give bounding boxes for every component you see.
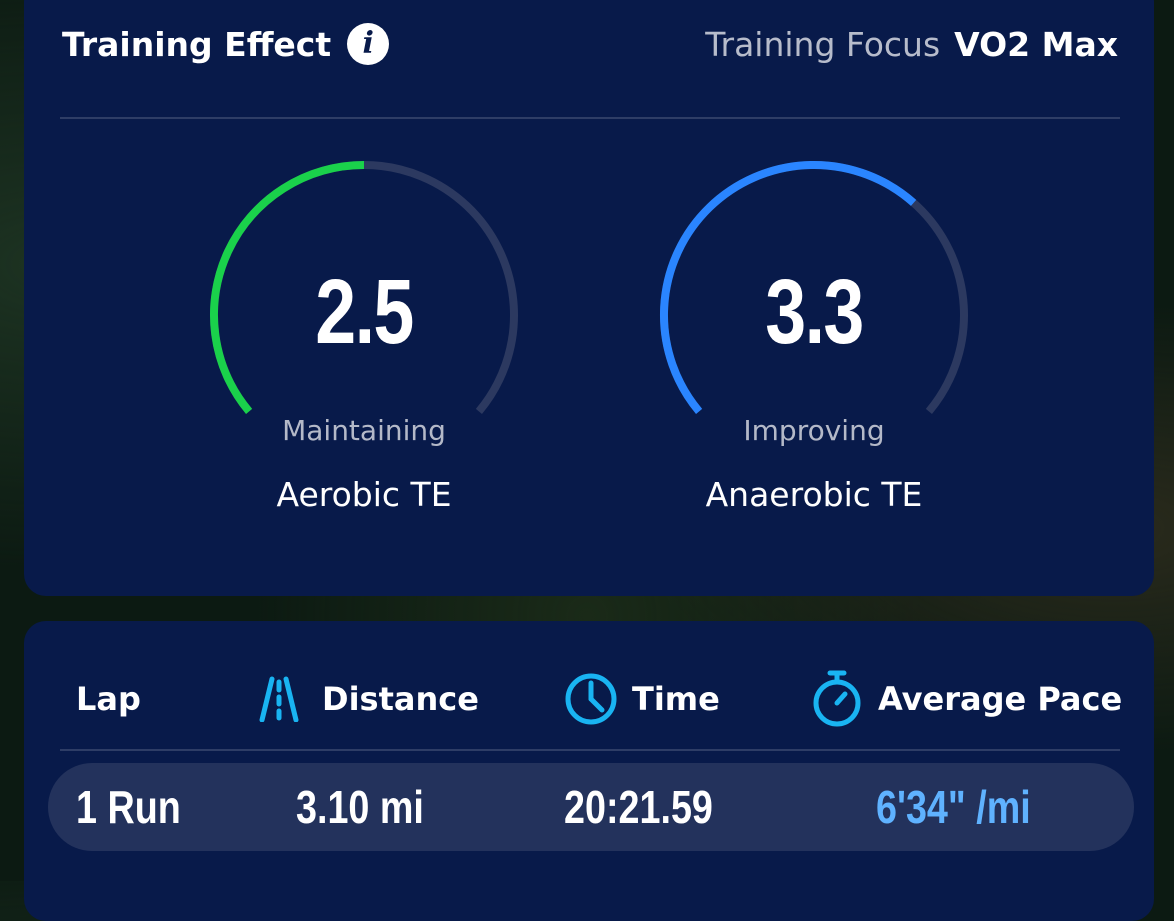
column-header-average-pace-label: Average Pace — [878, 680, 1123, 718]
lap-cell: 1 Run — [76, 781, 181, 833]
training-effect-card: Training Effect i Training Focus VO2 Max… — [24, 0, 1154, 596]
stopwatch-icon — [813, 670, 861, 727]
header-divider — [60, 117, 1120, 119]
anaerobic-te-gauge[interactable]: 3.3 Improving Anaerobic TE — [649, 160, 979, 560]
table-row[interactable]: 1 Run 3.10 mi 20:21.59 6'34" /mi — [48, 763, 1134, 851]
info-icon[interactable]: i — [347, 23, 390, 65]
training-focus-label: Training Focus — [705, 24, 941, 64]
distance-cell: 3.10 mi — [296, 781, 424, 833]
anaerobic-te-arc-fill — [660, 160, 917, 414]
aerobic-te-gauge[interactable]: 2.5 Maintaining Aerobic TE — [199, 160, 529, 560]
column-header-time: Time — [564, 671, 720, 727]
training-focus-value: VO2 Max — [954, 24, 1118, 64]
aerobic-te-label: Aerobic TE — [276, 475, 452, 514]
anaerobic-te-label: Anaerobic TE — [705, 475, 923, 514]
anaerobic-te-value: 3.3 — [765, 261, 864, 363]
column-header-lap-label: Lap — [76, 680, 141, 718]
road-distance-icon — [259, 676, 299, 722]
column-header-lap: Lap — [76, 671, 141, 727]
training-focus: Training Focus VO2 Max — [705, 25, 1118, 64]
column-header-average-pace: Average Pace — [810, 670, 1123, 727]
time-cell: 20:21.59 — [564, 781, 713, 833]
column-header-distance-label: Distance — [322, 680, 479, 718]
column-header-distance: Distance — [250, 671, 479, 727]
laps-card: Lap Distance Time — [24, 621, 1154, 921]
laps-header-divider — [60, 749, 1120, 751]
laps-table-header: Lap Distance Time — [24, 670, 1154, 727]
aerobic-te-arc-fill — [210, 161, 365, 414]
aerobic-te-arc — [210, 161, 518, 414]
anaerobic-te-status: Improving — [743, 414, 885, 447]
training-effect-title: Training Effect — [62, 24, 332, 64]
column-header-time-label: Time — [632, 680, 720, 718]
training-effect-header: Training Effect i Training Focus VO2 Max — [62, 22, 1118, 66]
training-effect-title-group: Training Effect i — [62, 23, 390, 65]
anaerobic-te-arc — [660, 160, 968, 414]
average-pace-cell: 6'34" /mi — [876, 781, 1031, 833]
aerobic-te-status: Maintaining — [282, 414, 446, 447]
clock-icon — [565, 673, 617, 725]
aerobic-te-value: 2.5 — [315, 261, 414, 363]
